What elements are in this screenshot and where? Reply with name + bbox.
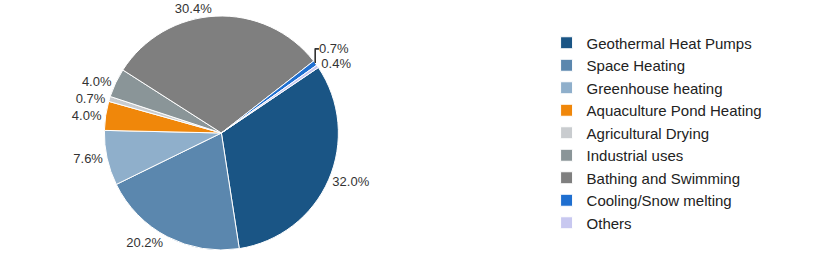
svg-text:Aquaculture Pond Heating: Aquaculture Pond Heating	[587, 102, 762, 119]
svg-text:Others: Others	[587, 215, 632, 232]
svg-text:0.7%: 0.7%	[76, 91, 106, 106]
svg-text:0.7%: 0.7%	[319, 41, 349, 56]
svg-text:Space Heating: Space Heating	[587, 57, 685, 74]
svg-text:Industrial uses: Industrial uses	[587, 147, 684, 164]
svg-text:0.4%: 0.4%	[321, 56, 351, 71]
svg-text:30.4%: 30.4%	[175, 1, 212, 16]
svg-text:Agricultural Drying: Agricultural Drying	[587, 125, 710, 142]
svg-text:7.6%: 7.6%	[73, 151, 103, 166]
svg-text:4.0%: 4.0%	[82, 74, 112, 89]
svg-text:Greenhouse heating: Greenhouse heating	[587, 80, 723, 97]
svg-text:32.0%: 32.0%	[332, 174, 369, 189]
svg-text:Bathing and Swimming: Bathing and Swimming	[587, 170, 740, 187]
svg-text:Geothermal Heat Pumps: Geothermal Heat Pumps	[587, 35, 752, 52]
svg-text:20.2%: 20.2%	[126, 235, 163, 250]
svg-text:Cooling/Snow melting: Cooling/Snow melting	[587, 192, 732, 209]
svg-text:4.0%: 4.0%	[72, 108, 102, 123]
